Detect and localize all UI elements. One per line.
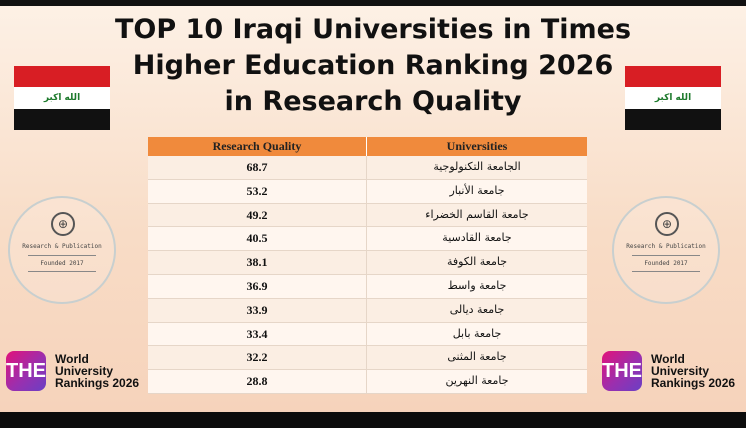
university-cell: جامعة النهرين (445, 374, 509, 388)
the-badge-line-1: World (55, 352, 89, 366)
header-universities: Universities (446, 139, 508, 153)
score-cell: 68.7 (148, 156, 367, 179)
the-badge-line-2: University (651, 364, 710, 378)
flag-black-stripe (14, 109, 110, 130)
seal-divider (28, 255, 96, 256)
research-publication-seal-right: ⊕ Research & Publication Founded 2017 (612, 196, 720, 304)
score-cell: 38.1 (148, 251, 367, 274)
flag-black-stripe (625, 109, 721, 130)
the-badge-line-2: University (55, 364, 114, 378)
table-body: 68.7 الجامعة التكنولوجية 53.2 جامعة الأن… (148, 156, 587, 394)
flag-white-stripe: الله اكبر (14, 87, 110, 109)
title-line-1: TOP 10 Iraqi Universities in Times (114, 14, 632, 45)
university-cell: جامعة القاسم الخضراء (425, 207, 529, 221)
research-publication-seal-left: ⊕ Research & Publication Founded 2017 (8, 196, 116, 304)
table-row: 49.2 جامعة القاسم الخضراء (148, 203, 587, 228)
university-cell: جامعة واسط (447, 278, 507, 292)
globe-icon: ⊕ (51, 212, 75, 236)
the-badge-line-1: World (651, 352, 685, 366)
table-row: 33.9 جامعة ديالى (148, 298, 587, 323)
seal-divider (632, 271, 700, 272)
the-logo-icon: THE (602, 351, 642, 391)
table-row: 33.4 جامعة بابل (148, 322, 587, 347)
score-cell: 40.5 (148, 227, 367, 251)
seal-divider (28, 271, 96, 272)
table-row: 28.8 جامعة النهرين (148, 370, 587, 394)
the-badge-line-3: Rankings 2026 (651, 376, 736, 390)
university-cell: جامعة الكوفة (446, 255, 508, 269)
flag-white-stripe: الله اكبر (625, 87, 721, 109)
seal-founded: Founded 2017 (40, 260, 84, 267)
the-rankings-badge-left: THE World University Rankings 2026 (6, 348, 139, 394)
bottom-border (0, 412, 746, 428)
seal-name: Research & Publication (22, 243, 102, 250)
the-logo-icon: THE (6, 351, 46, 391)
the-badge-text: World University Rankings 2026 (55, 353, 139, 389)
flag-emblem: الله اكبر (654, 93, 692, 103)
iraq-flag-right: الله اكبر (625, 66, 721, 130)
table-row: 53.2 جامعة الأنبار (148, 179, 587, 204)
university-cell: جامعة القادسية (442, 231, 512, 245)
table-header: Research Quality Universities (148, 137, 587, 156)
university-cell: جامعة بابل (452, 326, 502, 340)
page-title: TOP 10 Iraqi Universities in Times Highe… (0, 12, 746, 120)
the-rankings-badge-right: THE World University Rankings 2026 (602, 348, 735, 394)
university-cell: الجامعة التكنولوجية (433, 160, 521, 173)
university-cell: جامعة الأنبار (449, 183, 505, 197)
score-cell: 33.4 (148, 322, 367, 346)
the-badge-text: World University Rankings 2026 (651, 353, 735, 389)
score-cell: 33.9 (148, 298, 367, 322)
header-research-quality: Research Quality (148, 137, 367, 156)
top-border (0, 0, 746, 6)
seal-name: Research & Publication (626, 243, 706, 250)
table-row: 40.5 جامعة القادسية (148, 227, 587, 252)
iraq-flag-left: الله اكبر (14, 66, 110, 130)
university-cell: جامعة ديالى (449, 302, 505, 316)
seal-divider (632, 255, 700, 256)
title-line-3: in Research Quality (224, 86, 522, 117)
score-cell: 53.2 (148, 179, 367, 203)
table-row: 36.9 جامعة واسط (148, 274, 587, 299)
table-row: 68.7 الجامعة التكنولوجية (148, 156, 587, 180)
the-badge-line-3: Rankings 2026 (55, 376, 140, 390)
flag-red-stripe (14, 66, 110, 87)
globe-icon: ⊕ (655, 212, 679, 236)
title-line-2: Higher Education Ranking 2026 (132, 50, 614, 81)
seal-founded: Founded 2017 (644, 260, 688, 267)
score-cell: 49.2 (148, 203, 367, 227)
score-cell: 36.9 (148, 274, 367, 298)
table-row: 38.1 جامعة الكوفة (148, 251, 587, 275)
score-cell: 28.8 (148, 370, 367, 393)
ranking-table: Research Quality Universities 68.7 الجام… (148, 137, 587, 394)
flag-red-stripe (625, 66, 721, 87)
flag-emblem: الله اكبر (43, 93, 81, 103)
table-row: 32.2 جامعة المثنى (148, 346, 587, 371)
score-cell: 32.2 (148, 346, 367, 370)
university-cell: جامعة المثنى (447, 350, 507, 364)
